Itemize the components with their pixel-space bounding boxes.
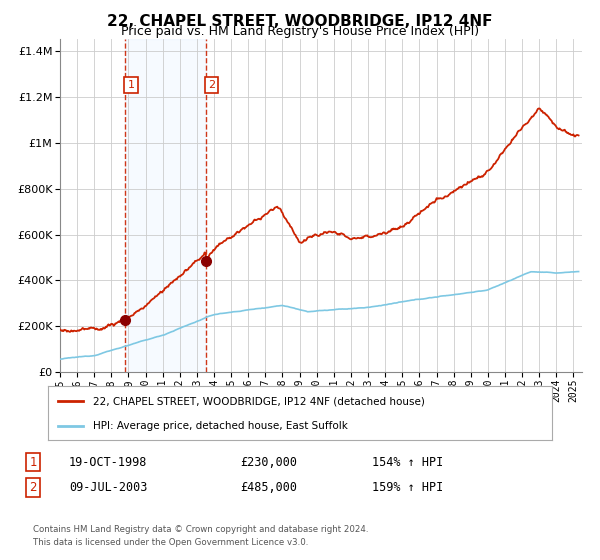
Text: 2: 2 bbox=[208, 80, 215, 90]
Text: 1: 1 bbox=[128, 80, 134, 90]
Bar bbox=[125, 39, 206, 372]
Text: £230,000: £230,000 bbox=[240, 455, 297, 469]
Text: 159% ↑ HPI: 159% ↑ HPI bbox=[372, 480, 443, 494]
Text: 09-JUL-2003: 09-JUL-2003 bbox=[69, 480, 148, 494]
Text: 2: 2 bbox=[29, 480, 37, 494]
Text: 22, CHAPEL STREET, WOODBRIDGE, IP12 4NF: 22, CHAPEL STREET, WOODBRIDGE, IP12 4NF bbox=[107, 14, 493, 29]
Text: £485,000: £485,000 bbox=[240, 480, 297, 494]
Text: 19-OCT-1998: 19-OCT-1998 bbox=[69, 455, 148, 469]
Text: This data is licensed under the Open Government Licence v3.0.: This data is licensed under the Open Gov… bbox=[33, 538, 308, 547]
Text: 1: 1 bbox=[29, 455, 37, 469]
Text: Price paid vs. HM Land Registry's House Price Index (HPI): Price paid vs. HM Land Registry's House … bbox=[121, 25, 479, 38]
Text: HPI: Average price, detached house, East Suffolk: HPI: Average price, detached house, East… bbox=[94, 421, 348, 431]
Text: Contains HM Land Registry data © Crown copyright and database right 2024.: Contains HM Land Registry data © Crown c… bbox=[33, 525, 368, 534]
Text: 154% ↑ HPI: 154% ↑ HPI bbox=[372, 455, 443, 469]
Text: 22, CHAPEL STREET, WOODBRIDGE, IP12 4NF (detached house): 22, CHAPEL STREET, WOODBRIDGE, IP12 4NF … bbox=[94, 396, 425, 407]
